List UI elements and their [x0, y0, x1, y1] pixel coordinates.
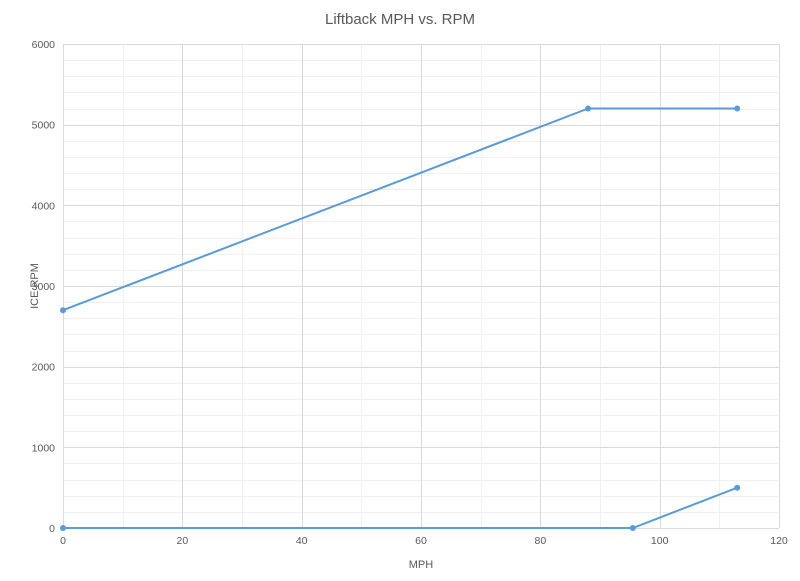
x-tick-label: 120 — [770, 535, 788, 547]
x-axis-label: MPH — [409, 559, 434, 571]
y-tick-label: 0 — [49, 523, 55, 535]
series-1-point — [60, 307, 66, 314]
x-tick-label: 80 — [534, 535, 546, 547]
y-tick-label: 4000 — [32, 200, 56, 212]
major-gridlines — [63, 44, 780, 529]
y-tick-label: 2000 — [32, 362, 56, 374]
x-tick-labels: 0 20 40 60 80 100 120 — [60, 535, 788, 547]
x-tick-label: 20 — [176, 535, 188, 547]
series-2-point — [734, 484, 741, 491]
y-tick-label: 1000 — [32, 442, 56, 454]
y-tick-labels: 0 1000 2000 3000 4000 5000 6000 — [32, 39, 56, 535]
x-tick-label: 60 — [415, 535, 427, 547]
series-layer — [60, 105, 741, 531]
y-tick-label: 5000 — [32, 120, 56, 132]
y-tick-label: 6000 — [32, 39, 56, 51]
x-tick-label: 100 — [651, 535, 669, 547]
series-2-point — [629, 525, 636, 531]
y-tick-label: 3000 — [32, 281, 56, 293]
series-1-point — [585, 105, 592, 112]
series-2-point — [60, 525, 66, 531]
x-tick-label: 40 — [296, 535, 308, 547]
y-axis-label: ICE RPM — [29, 263, 41, 309]
series-1-point — [734, 105, 741, 112]
x-tick-label: 0 — [60, 535, 66, 547]
chart-title: Liftback MPH vs. RPM — [325, 11, 475, 28]
